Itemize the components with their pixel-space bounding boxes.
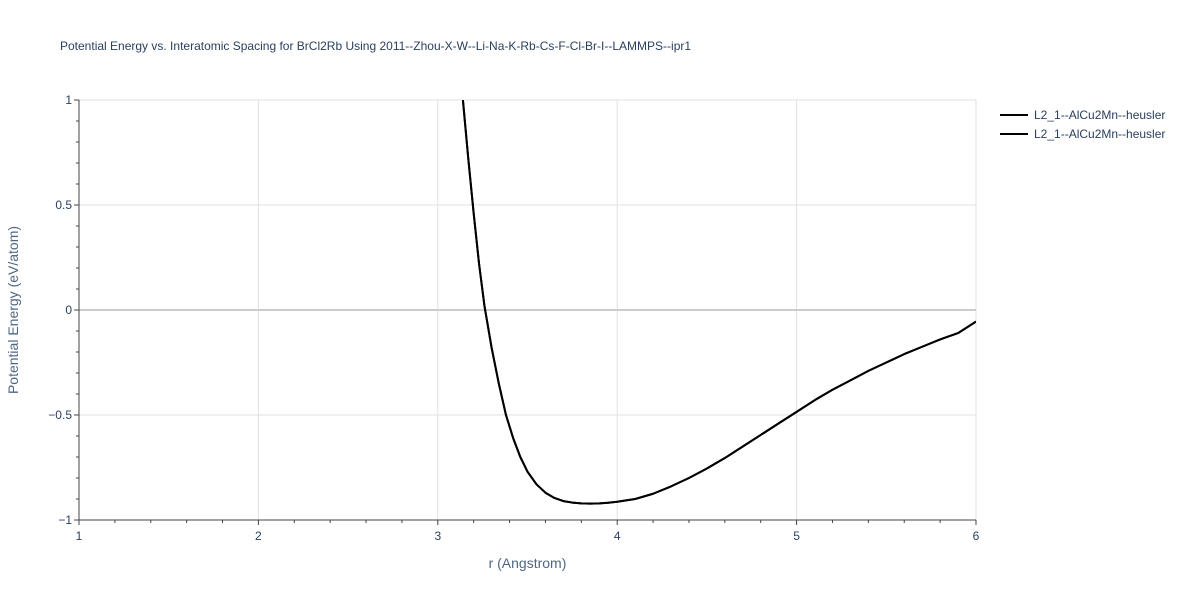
x-tick-label: 2	[255, 529, 262, 543]
y-tick-label: −1	[58, 513, 72, 527]
series-line-1	[461, 100, 976, 505]
y-tick-labels: −1 −0.5 0 0.5 1	[48, 93, 72, 527]
x-tick-label: 1	[76, 529, 83, 543]
data-series	[461, 100, 976, 505]
y-tick-label: 0	[65, 303, 72, 317]
y-tick-label: 0.5	[55, 198, 72, 212]
chart-title: Potential Energy vs. Interatomic Spacing…	[60, 39, 691, 53]
axes	[74, 99, 977, 525]
legend-label: L2_1--AlCu2Mn--heusler	[1034, 108, 1165, 122]
y-tick-label: −0.5	[48, 408, 72, 422]
x-tick-label: 6	[973, 529, 980, 543]
x-axis-title: r (Angstrom)	[489, 555, 567, 571]
x-tick-label: 5	[793, 529, 800, 543]
x-tick-label: 4	[614, 529, 621, 543]
legend-label: L2_1--AlCu2Mn--heusler	[1034, 127, 1165, 141]
series-line-2	[461, 100, 976, 505]
x-tick-label: 3	[434, 529, 441, 543]
x-tick-labels: 1 2 3 4 5 6	[76, 529, 980, 543]
legend: L2_1--AlCu2Mn--heusler L2_1--AlCu2Mn--heu…	[1000, 108, 1165, 141]
y-axis-title: Potential Energy (eV/atom)	[5, 226, 21, 394]
y-tick-label: 1	[65, 93, 72, 107]
